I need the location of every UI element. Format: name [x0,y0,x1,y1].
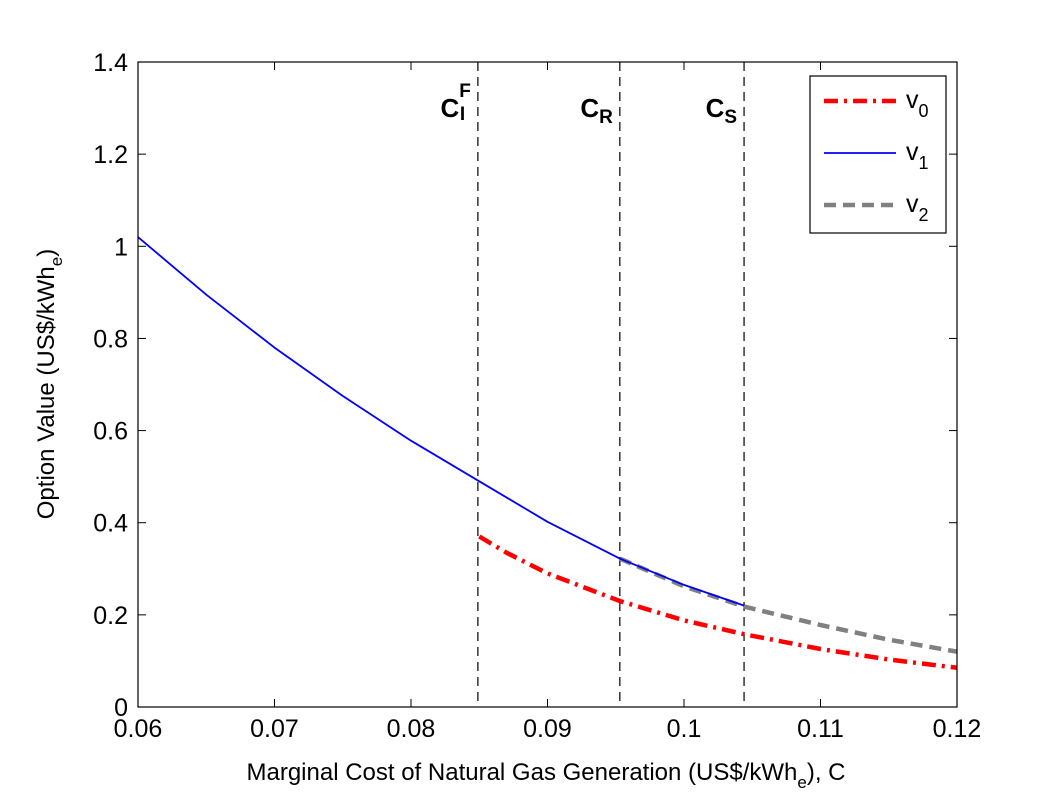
y-axis-title: Option Value (US$/kWhe) [33,249,66,519]
y-tick-label: 0 [114,694,128,722]
y-tick-label: 1.4 [93,49,128,77]
x-tick-label: 0.08 [387,715,436,743]
y-tick-label: 0.8 [93,325,128,353]
x-tick-label: 0.09 [523,715,572,743]
x-tick-label: 0.11 [797,715,844,743]
legend-label-v1: v1 [906,138,929,173]
y-tick-label: 0.4 [93,510,128,538]
x-tick-label: 0.07 [250,715,299,743]
x-axis-title: Marginal Cost of Natural Gas Generation … [246,759,845,792]
axes-layer: 0.06 0.07 0.08 0.09 0.1 0.11 0.12 0 0.2 0.4 0.6 0.8… [93,49,981,743]
legend-label-v0: v0 [906,86,929,121]
x-tick-label: 0.06 [114,715,163,743]
plot-layer [138,62,957,707]
y-tick-label: 1 [114,233,128,261]
y-tick-label: 0.6 [93,418,128,446]
legend: v0 v1 v2 [809,75,947,234]
threshold-label-2: CS [706,93,737,128]
series-line-v0 [478,534,957,671]
y-tick-label: 1.2 [93,141,128,169]
series-line-v2 [618,556,957,654]
x-tick-label: 0.1 [667,715,702,743]
threshold-label-1: CR [580,93,613,128]
series-line-v1 [138,236,745,607]
legend-label-v2: v2 [906,190,929,225]
threshold-label-0: CF I [440,81,470,125]
x-tick-label: 0.12 [933,715,982,743]
y-tick-label: 0.2 [93,602,128,630]
